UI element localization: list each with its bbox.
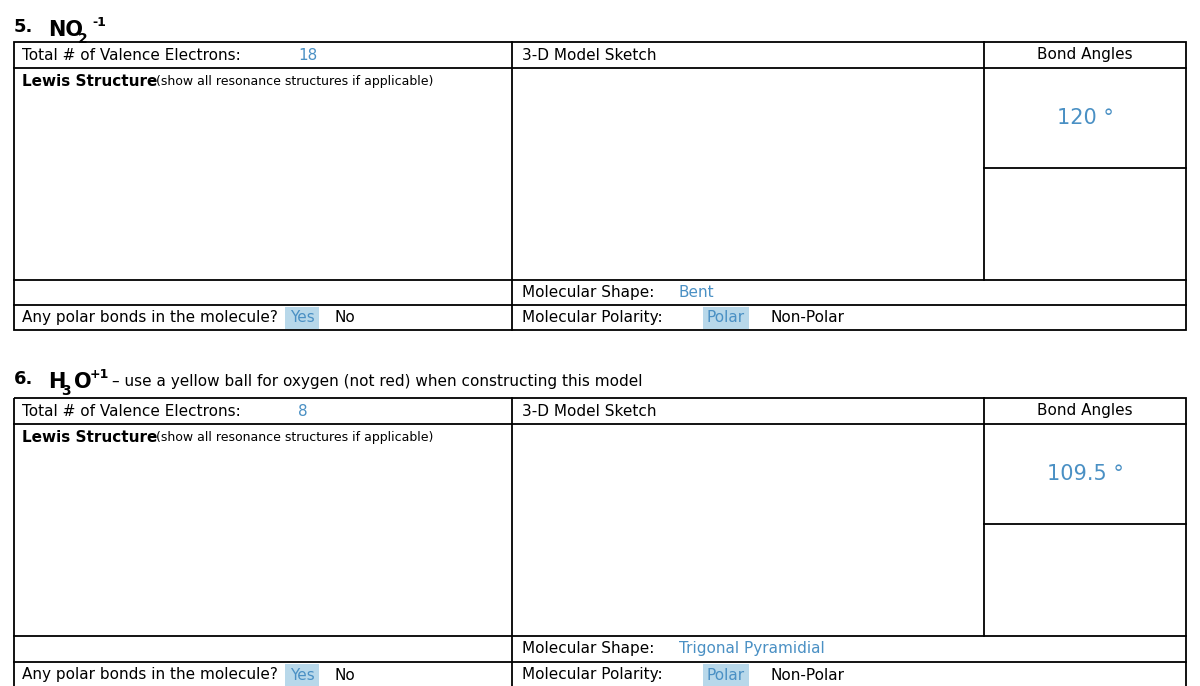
Bar — [286, 307, 319, 329]
Text: Molecular Shape:: Molecular Shape: — [522, 285, 654, 300]
Text: 3-D Model Sketch: 3-D Model Sketch — [522, 47, 656, 62]
Text: No: No — [335, 667, 355, 683]
Text: 18: 18 — [298, 47, 317, 62]
Text: Any polar bonds in the molecule?: Any polar bonds in the molecule? — [22, 667, 278, 683]
Text: -1: -1 — [92, 16, 106, 29]
Text: Molecular Polarity:: Molecular Polarity: — [522, 667, 662, 683]
Text: Bond Angles: Bond Angles — [1037, 47, 1133, 62]
Text: Non-Polar: Non-Polar — [770, 667, 844, 683]
Text: – use a yellow ball for oxygen (not red) when constructing this model: – use a yellow ball for oxygen (not red)… — [112, 374, 642, 389]
Text: Molecular Polarity:: Molecular Polarity: — [522, 310, 662, 325]
Text: Polar: Polar — [707, 310, 745, 325]
Text: Total # of Valence Electrons:: Total # of Valence Electrons: — [22, 403, 241, 418]
Text: 3-D Model Sketch: 3-D Model Sketch — [522, 403, 656, 418]
Text: 120 °: 120 ° — [1056, 108, 1114, 128]
Text: Molecular Shape:: Molecular Shape: — [522, 641, 654, 657]
Text: Bent: Bent — [679, 285, 715, 300]
Bar — [14, 42, 1186, 330]
Text: (show all resonance structures if applicable): (show all resonance structures if applic… — [152, 75, 433, 88]
Text: 6.: 6. — [14, 370, 34, 388]
Text: 5.: 5. — [14, 18, 34, 36]
Text: +1: +1 — [90, 368, 109, 381]
Text: 8: 8 — [298, 403, 307, 418]
Text: Bond Angles: Bond Angles — [1037, 403, 1133, 418]
Text: (show all resonance structures if applicable): (show all resonance structures if applic… — [152, 431, 433, 444]
Text: Any polar bonds in the molecule?: Any polar bonds in the molecule? — [22, 310, 278, 325]
Text: Yes: Yes — [289, 667, 314, 683]
Text: 109.5 °: 109.5 ° — [1046, 464, 1123, 484]
Bar — [14, 398, 1186, 686]
Text: O: O — [74, 372, 91, 392]
Bar — [703, 307, 749, 329]
Text: Trigonal Pyramidial: Trigonal Pyramidial — [679, 641, 824, 657]
Bar — [703, 664, 749, 686]
Text: Lewis Structure: Lewis Structure — [22, 74, 157, 89]
Text: Lewis Structure: Lewis Structure — [22, 430, 157, 445]
Text: 3: 3 — [61, 384, 71, 398]
Text: Polar: Polar — [707, 667, 745, 683]
Text: No: No — [335, 310, 355, 325]
Text: Non-Polar: Non-Polar — [770, 310, 844, 325]
Bar — [286, 664, 319, 686]
Text: Yes: Yes — [289, 310, 314, 325]
Text: H: H — [48, 372, 65, 392]
Text: 2: 2 — [78, 32, 88, 46]
Text: NO: NO — [48, 20, 83, 40]
Text: Total # of Valence Electrons:: Total # of Valence Electrons: — [22, 47, 241, 62]
